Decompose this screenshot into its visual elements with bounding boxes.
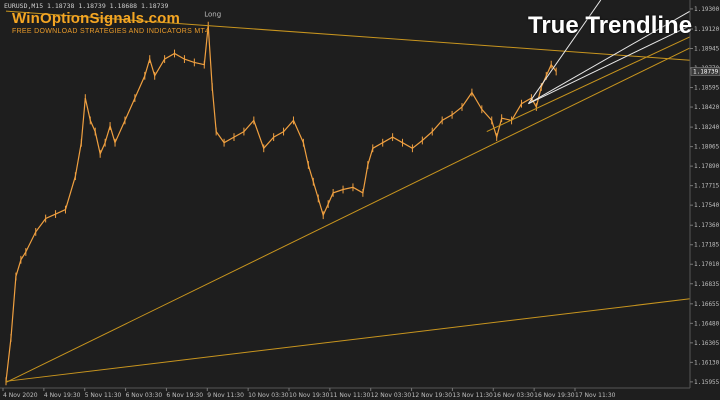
trendline bbox=[486, 36, 691, 133]
price-axis-label: 1.16655 bbox=[694, 301, 720, 308]
trendline bbox=[5, 298, 691, 382]
time-axis-label: 9 Nov 11:30 bbox=[207, 392, 244, 399]
time-axis-label: 11 Nov 11:30 bbox=[330, 392, 371, 399]
price-axis-label: 1.16305 bbox=[694, 340, 720, 347]
time-axis-label: 17 Nov 11:30 bbox=[575, 392, 616, 399]
symbol-header: EURUSD,M15 1.18738 1.18739 1.18688 1.187… bbox=[4, 2, 169, 10]
price-axis-label: 1.17185 bbox=[694, 242, 720, 249]
current-price-label: 1.18739 bbox=[693, 68, 719, 75]
price-axis-label: 1.17010 bbox=[694, 261, 720, 268]
indicator-title: True Trendline bbox=[528, 12, 693, 39]
trendline bbox=[5, 10, 691, 61]
time-axis-label: 10 Nov 03:30 bbox=[248, 392, 289, 399]
time-axis-label: 16 Nov 19:30 bbox=[534, 392, 575, 399]
time-axis-label: 12 Nov 19:30 bbox=[412, 392, 453, 399]
time-axis-label: 12 Nov 03:30 bbox=[371, 392, 412, 399]
time-axis-label: 4 Nov 19:30 bbox=[44, 392, 81, 399]
price-axis-label: 1.17540 bbox=[694, 202, 720, 209]
time-axis-label: 10 Nov 19:30 bbox=[289, 392, 330, 399]
price-axis-label: 1.19300 bbox=[694, 6, 720, 13]
time-axis-label: 16 Nov 03:30 bbox=[493, 392, 534, 399]
trendline-projection bbox=[528, 25, 691, 105]
time-axis-label: 13 Nov 11:30 bbox=[452, 392, 493, 399]
price-axis-label: 1.16480 bbox=[694, 320, 720, 327]
time-axis-label: 5 Nov 11:30 bbox=[85, 392, 122, 399]
time-axis-label: 6 Nov 19:30 bbox=[166, 392, 203, 399]
trendline-projection bbox=[528, 0, 602, 104]
brand-site-name: WinOptionSignals.com bbox=[12, 10, 181, 27]
time-axis-label: 6 Nov 03:30 bbox=[126, 392, 163, 399]
price-axis-label: 1.19120 bbox=[694, 26, 720, 33]
price-axis-label: 1.18240 bbox=[694, 124, 720, 131]
brand-tagline: FREE DOWNLOAD STRATEGIES AND INDICATORS … bbox=[12, 28, 210, 35]
price-axis-label: 1.16835 bbox=[694, 281, 720, 288]
price-axis-label: 1.15955 bbox=[694, 379, 720, 386]
price-axis-label: 1.17715 bbox=[694, 183, 720, 190]
current-price-tag bbox=[690, 67, 720, 76]
price-axis-label: 1.17890 bbox=[694, 163, 720, 170]
time-axis-label: 4 Nov 2020 bbox=[3, 392, 38, 399]
price-axis-label: 1.18595 bbox=[694, 85, 720, 92]
price-axis-label: 1.17360 bbox=[694, 222, 720, 229]
trendline-projection bbox=[528, 10, 691, 105]
price-series-line bbox=[5, 25, 557, 382]
long-signal-label: Long bbox=[204, 11, 221, 19]
price-axis-label: 1.18420 bbox=[694, 104, 720, 111]
price-axis-label: 1.18945 bbox=[694, 46, 720, 53]
price-axis-label: 1.18065 bbox=[694, 144, 720, 151]
trendline bbox=[5, 47, 691, 383]
price-axis-label: 1.16130 bbox=[694, 359, 720, 366]
